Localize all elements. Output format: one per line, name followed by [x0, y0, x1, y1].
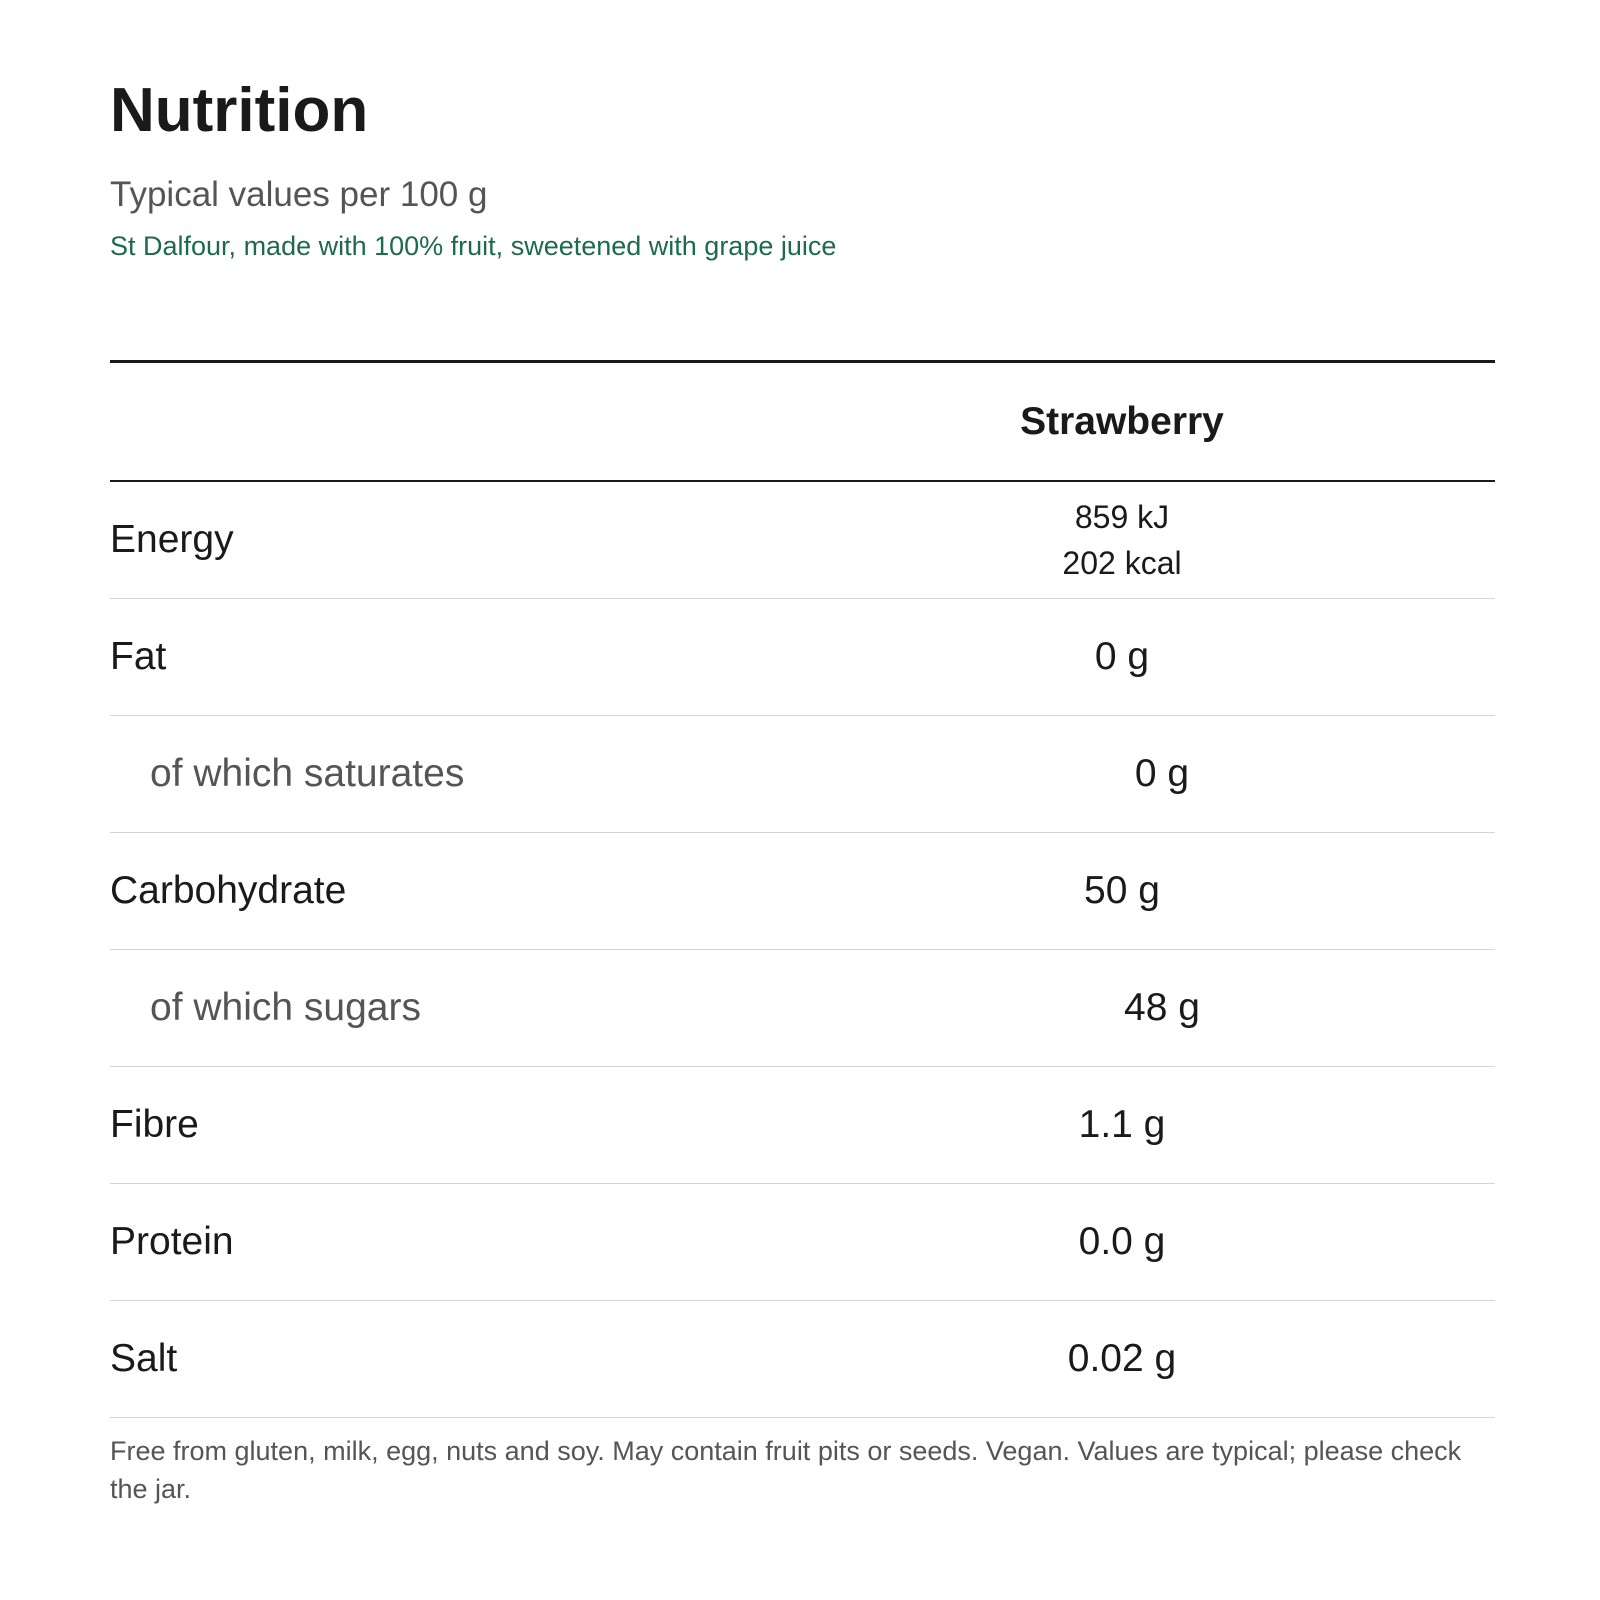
- nutrient-label: of which saturates: [150, 752, 465, 795]
- table-row: Protein 0.0 g: [110, 1184, 1495, 1301]
- product-note: St Dalfour, made with 100% fruit, sweete…: [110, 231, 837, 261]
- subtitle: Typical values per 100 g: [110, 175, 488, 214]
- nutrient-value: 0 g: [1050, 752, 1274, 796]
- nutrient-value: 1.1 g: [1010, 1103, 1234, 1147]
- table-row: of which saturates 0 g: [110, 716, 1495, 833]
- title: Nutrition: [110, 76, 369, 145]
- nutrient-label: of which sugars: [150, 986, 421, 1029]
- nutrient-value: 50 g: [1010, 869, 1234, 913]
- value-line: 0 g: [1134, 752, 1190, 795]
- table-row: Salt 0.02 g: [110, 1301, 1495, 1418]
- nutrition-table: Strawberry Energy 859 kJ 202 kcal Fat 0 g of …: [110, 360, 1495, 1418]
- header-row: Strawberry: [110, 363, 1495, 482]
- value-line: 859 kJ: [1074, 499, 1170, 535]
- footnote: Free from gluten, milk, egg, nuts and so…: [110, 1436, 1462, 1504]
- nutrient-label: Energy: [110, 518, 234, 561]
- nutrient-label: Carbohydrate: [110, 869, 347, 912]
- nutrient-label: Salt: [110, 1337, 178, 1380]
- value-line: 1.1 g: [1078, 1103, 1166, 1146]
- value-line: 202 kcal: [1062, 545, 1182, 581]
- nutrient-label: Fibre: [110, 1103, 199, 1146]
- nutrient-value: 48 g: [1050, 986, 1274, 1030]
- nutrient-value: 0 g: [1010, 635, 1234, 679]
- nutrient-value: 0.02 g: [1010, 1337, 1234, 1381]
- nutrient-value: 0.0 g: [1010, 1220, 1234, 1264]
- table-row: of which sugars 48 g: [110, 950, 1495, 1067]
- table-row: Fibre 1.1 g: [110, 1067, 1495, 1184]
- nutrient-label: Protein: [110, 1220, 234, 1263]
- value-line: 0.02 g: [1067, 1337, 1177, 1380]
- value-line: 0.0 g: [1078, 1220, 1166, 1263]
- value-line: 50 g: [1084, 869, 1160, 912]
- table-row: Fat 0 g: [110, 599, 1495, 716]
- value-line: 48 g: [1124, 986, 1200, 1029]
- column-header: Strawberry: [1020, 399, 1224, 443]
- table-row: Carbohydrate 50 g: [110, 833, 1495, 950]
- value-line: 0 g: [1094, 635, 1150, 678]
- nutrient-value: 859 kJ 202 kcal: [1010, 494, 1234, 586]
- nutrient-label: Fat: [110, 635, 167, 678]
- table-row: Energy 859 kJ 202 kcal: [110, 482, 1495, 599]
